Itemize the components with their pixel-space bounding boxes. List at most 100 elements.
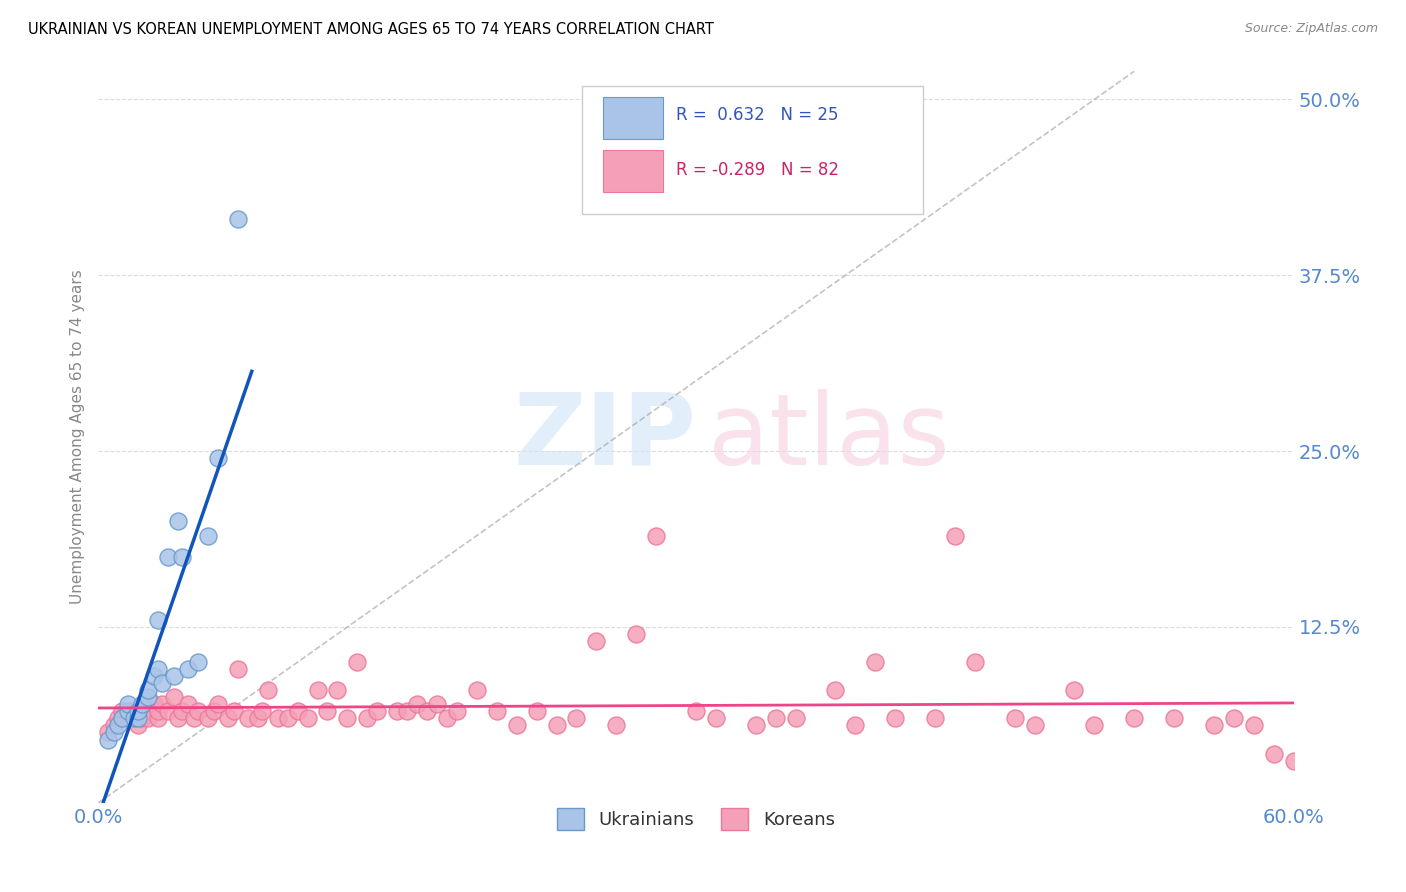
Point [117, 711, 139, 725]
Point [150, 698, 173, 712]
Point [177, 662, 200, 676]
Point [131, 698, 153, 712]
Text: UKRAINIAN VS KOREAN UNEMPLOYMENT AMONG AGES 65 TO 74 YEARS CORRELATION CHART: UKRAINIAN VS KOREAN UNEMPLOYMENT AMONG A… [28, 22, 714, 37]
Point [963, 655, 986, 669]
Point [103, 725, 125, 739]
Point [287, 705, 309, 719]
Point [685, 705, 707, 719]
Point [277, 711, 299, 725]
Point [246, 711, 269, 725]
Point [226, 662, 249, 676]
Point [565, 711, 588, 725]
Point [436, 711, 458, 725]
Point [127, 718, 149, 732]
Point [1243, 718, 1265, 732]
Point [426, 698, 449, 712]
Text: Source: ZipAtlas.com: Source: ZipAtlas.com [1244, 22, 1378, 36]
Point [1063, 683, 1085, 698]
FancyBboxPatch shape [582, 86, 922, 214]
Point [396, 705, 419, 719]
Point [307, 683, 329, 698]
Point [526, 705, 548, 719]
Point [111, 711, 134, 725]
Point [446, 705, 468, 719]
Point [1163, 711, 1185, 725]
Point [1282, 754, 1305, 768]
Point [1223, 711, 1246, 725]
Point [148, 705, 170, 719]
Point [172, 549, 194, 564]
Point [202, 705, 225, 719]
Point [127, 711, 149, 725]
Point [167, 515, 190, 529]
Point [226, 212, 249, 227]
Point [1004, 711, 1026, 725]
Point [356, 711, 378, 725]
Point [485, 705, 508, 719]
Point [745, 718, 768, 732]
Point [256, 683, 278, 698]
Point [924, 711, 946, 725]
Point [366, 705, 388, 719]
Point [943, 528, 966, 542]
Point [103, 718, 125, 732]
Point [546, 718, 568, 732]
Point [626, 627, 648, 641]
Point [1083, 718, 1105, 732]
Point [187, 655, 209, 669]
Point [316, 705, 339, 719]
Point [250, 705, 273, 719]
Text: ZIP: ZIP [513, 389, 696, 485]
Legend: Ukrainians, Koreans: Ukrainians, Koreans [550, 801, 842, 838]
Point [785, 711, 807, 725]
Point [117, 705, 139, 719]
Point [297, 711, 319, 725]
Point [143, 698, 166, 712]
Point [148, 662, 170, 676]
Point [117, 698, 139, 712]
Point [177, 698, 200, 712]
Point [1024, 718, 1046, 732]
Point [163, 690, 186, 705]
Point [865, 655, 887, 669]
Point [207, 698, 229, 712]
FancyBboxPatch shape [603, 150, 662, 192]
Point [143, 669, 166, 683]
Point [465, 683, 488, 698]
Point [167, 711, 190, 725]
Point [150, 676, 173, 690]
Point [124, 705, 146, 719]
Point [148, 711, 170, 725]
Point [197, 711, 219, 725]
Point [207, 451, 229, 466]
Point [765, 711, 787, 725]
Point [131, 711, 153, 725]
Point [97, 732, 120, 747]
Text: R =  0.632   N = 25: R = 0.632 N = 25 [676, 106, 838, 124]
Point [107, 711, 129, 725]
Point [1123, 711, 1146, 725]
Point [326, 683, 349, 698]
Point [136, 683, 159, 698]
Point [127, 705, 149, 719]
Point [704, 711, 727, 725]
Point [157, 549, 180, 564]
Point [346, 655, 368, 669]
Point [148, 613, 170, 627]
Point [197, 528, 219, 542]
Point [136, 705, 159, 719]
Point [157, 705, 180, 719]
Point [1263, 747, 1285, 761]
Point [111, 705, 134, 719]
Point [1202, 718, 1225, 732]
Point [336, 711, 359, 725]
Point [645, 528, 668, 542]
Point [163, 669, 186, 683]
Point [824, 683, 846, 698]
Point [884, 711, 907, 725]
Point [236, 711, 259, 725]
Point [217, 711, 239, 725]
Point [406, 698, 429, 712]
Point [172, 705, 194, 719]
Point [187, 705, 209, 719]
